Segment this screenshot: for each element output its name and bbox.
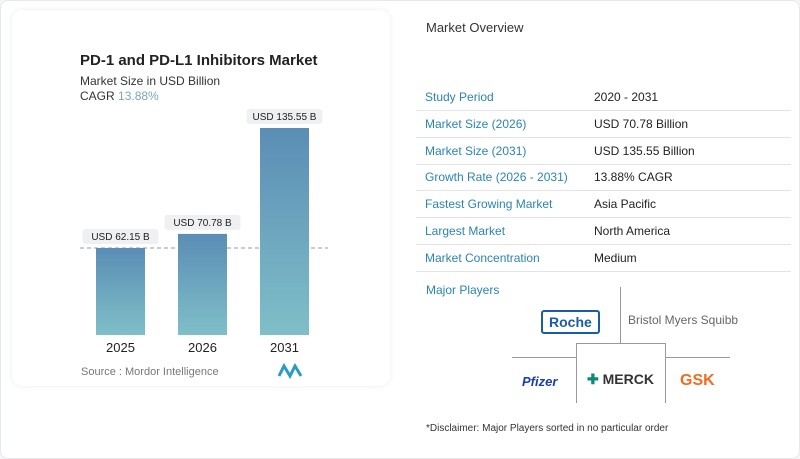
cagr-label: CAGR (80, 89, 115, 103)
mordor-logo-icon (277, 362, 303, 380)
row-value: 13.88% CAGR (594, 170, 673, 185)
row-value: 2020 - 2031 (594, 90, 659, 104)
x-tick-label: 2026 (188, 340, 217, 355)
cagr: CAGR 13.88% (80, 89, 159, 103)
row-label: Market Size (2031) (425, 143, 527, 158)
disclaimer: *Disclaimer: Major Players sorted in no … (426, 423, 669, 434)
bar-2031 (260, 128, 309, 335)
row-label: Growth Rate (2026 - 2031) (425, 170, 568, 185)
chart-title: PD-1 and PD-L1 Inhibitors Market (80, 52, 318, 69)
bar-chart: USD 62.15 B 2025 USD 70.78 B 2026 USD 135.55… (80, 109, 328, 355)
overview-row: Market Size (2026) USD 70.78 Billion (416, 111, 791, 138)
merck-name: MERCK (602, 371, 654, 387)
overview-row: Fastest Growing Market Asia Pacific (416, 191, 791, 219)
data-label-bg (82, 229, 159, 244)
data-label-bg (246, 109, 323, 124)
pfizer-logo: Pfizer (522, 374, 558, 389)
row-label: Market Size (2026) (425, 116, 527, 131)
data-label: USD 62.15 B (91, 232, 150, 243)
overview-row: Market Size (2031) USD 135.55 Billion (416, 138, 791, 165)
data-label: USD 135.55 B (253, 112, 317, 123)
x-tick-label: 2031 (270, 340, 299, 355)
roche-logo: Roche (541, 310, 600, 334)
overview-title: Market Overview (426, 20, 524, 35)
row-value: Medium (594, 250, 637, 265)
row-value: USD 135.55 Billion (594, 143, 695, 158)
bms-logo: Bristol Myers Squibb (628, 313, 739, 327)
row-label: Study Period (425, 90, 494, 104)
gsk-logo: GSK (680, 372, 715, 389)
cagr-value: 13.88% (118, 89, 159, 103)
bar-2026 (178, 233, 227, 335)
row-value: USD 70.78 Billion (594, 116, 689, 131)
row-value: North America (594, 224, 671, 238)
overview-row: Market Concentration Medium (416, 245, 791, 272)
source-text: Source : Mordor Intelligence (81, 366, 219, 378)
overview-row: Largest Market North America (416, 218, 791, 245)
row-label: Market Concentration (425, 250, 540, 265)
row-label: Largest Market (425, 224, 506, 238)
major-players-title: Major Players (426, 283, 500, 297)
market-overview-panel: Market Overview Study Period 2020 - 2031 M… (400, 0, 800, 459)
data-label-bg (164, 214, 241, 230)
row-value: Asia Pacific (594, 197, 657, 212)
merck-logo: ✚ MERCK (587, 371, 654, 387)
chart-subtitle: Market Size in USD Billion (80, 74, 221, 88)
x-tick-label: 2025 (106, 340, 135, 355)
row-label: Fastest Growing Market (425, 197, 553, 212)
data-label: USD 70.78 B (173, 218, 232, 229)
bar-2025 (96, 248, 145, 335)
overview-row: Growth Rate (2026 - 2031) 13.88% CAGR (416, 164, 791, 192)
overview-row: Study Period 2020 - 2031 (416, 84, 791, 111)
